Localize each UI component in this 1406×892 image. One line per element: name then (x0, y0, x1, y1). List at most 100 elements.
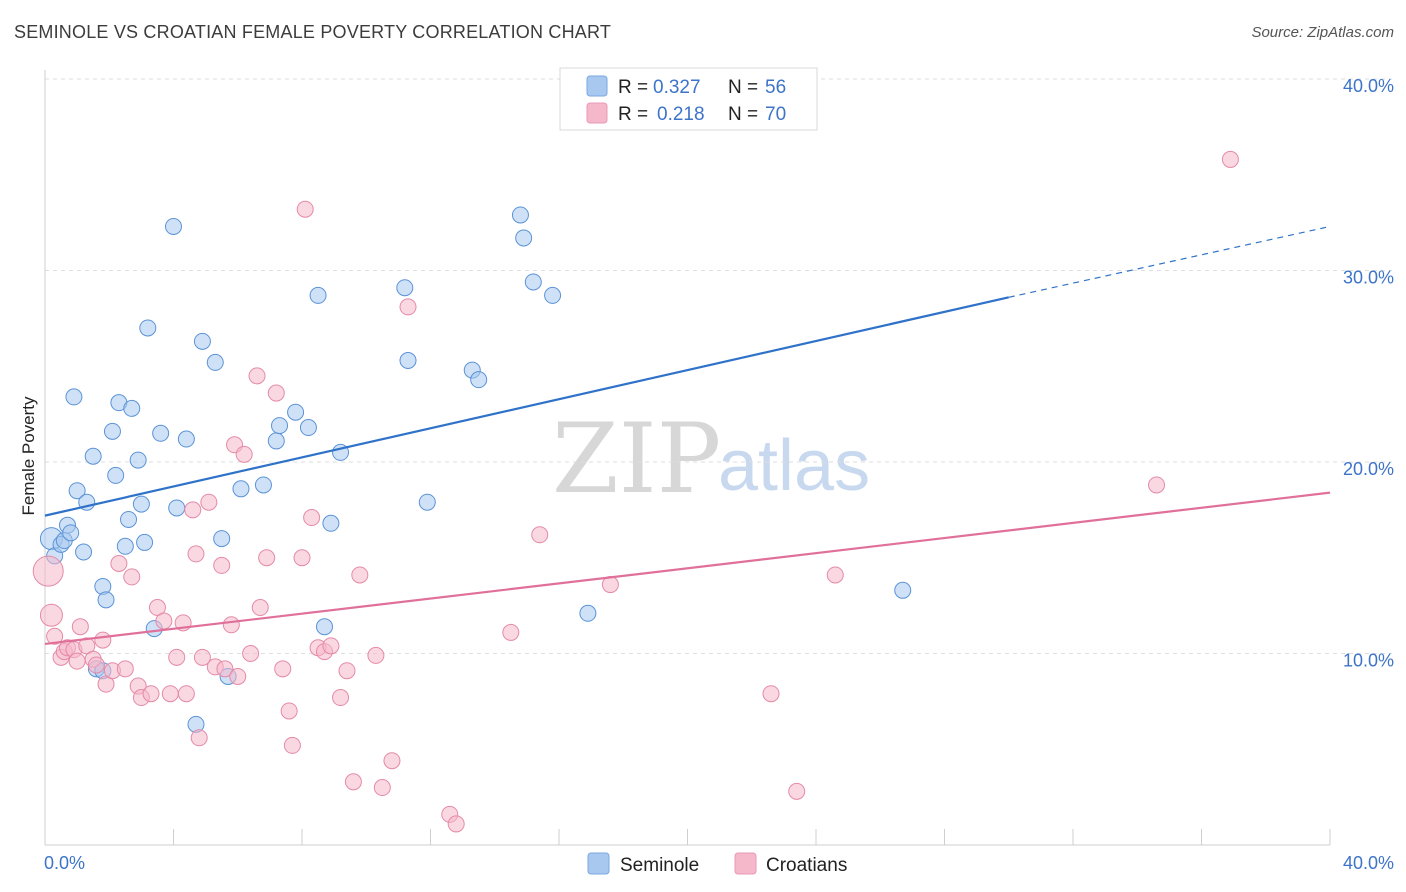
data-point (168, 648, 186, 666)
data-point (32, 555, 64, 587)
data-point (399, 352, 417, 370)
data-point (222, 616, 240, 634)
bottom-legend-swatch-croatians (734, 852, 757, 875)
data-point (187, 545, 205, 563)
data-point (515, 229, 533, 247)
y-tick-label: 40.0% (1343, 76, 1394, 96)
bottom-legend-swatch-seminole (587, 852, 610, 875)
data-point (287, 403, 305, 421)
data-point (206, 353, 224, 371)
bottom-legend-label-croatians: Croatians (766, 855, 847, 876)
data-point (213, 530, 231, 548)
data-point (293, 549, 311, 567)
data-point (544, 286, 562, 304)
data-points (32, 150, 1239, 833)
data-point (190, 729, 208, 747)
data-point (283, 736, 301, 754)
data-point (193, 332, 211, 350)
data-point (116, 660, 134, 678)
data-point (177, 685, 195, 703)
data-point (251, 599, 269, 617)
data-point (579, 604, 597, 622)
data-point (267, 432, 285, 450)
data-point (123, 399, 141, 417)
watermark-atlas: atlas (718, 426, 870, 506)
data-point (84, 447, 102, 465)
data-point (254, 476, 272, 494)
data-point (396, 279, 414, 297)
data-point (894, 581, 912, 599)
data-point (531, 526, 549, 544)
y-axis-title: Female Poverty (19, 396, 38, 516)
data-point (120, 510, 138, 528)
data-point (177, 430, 195, 448)
data-point (299, 419, 317, 437)
data-point (524, 273, 542, 291)
data-point (136, 533, 154, 551)
watermark-zip: ZIP (552, 403, 721, 515)
data-point (213, 556, 231, 574)
data-point (271, 417, 289, 435)
data-point (762, 685, 780, 703)
y-tick-label: 20.0% (1343, 459, 1394, 479)
data-point (258, 549, 276, 567)
bottom-legend-label-seminole: Seminole (620, 855, 699, 876)
legend-n-value-seminole: 56 (765, 77, 786, 98)
data-point (165, 217, 182, 235)
data-point (351, 566, 369, 584)
data-point (39, 603, 63, 627)
data-point (110, 554, 128, 572)
data-point (332, 689, 350, 707)
legend-swatch-seminole (586, 75, 608, 97)
data-point (280, 702, 298, 720)
data-point (75, 543, 93, 561)
x-tick-label-max: 40.0% (1343, 853, 1394, 873)
data-point (46, 627, 64, 645)
data-point (418, 493, 436, 511)
data-point (107, 466, 125, 484)
data-point (322, 514, 340, 532)
legend-swatch-croatians (586, 102, 608, 124)
data-point (216, 660, 234, 678)
legend-r-label-croatians: R = (618, 104, 648, 125)
legend-r-value-seminole: 0.327 (653, 77, 701, 98)
data-point (1148, 476, 1166, 494)
data-point (132, 495, 150, 513)
data-point (511, 206, 529, 224)
data-point (65, 388, 83, 406)
data-point (303, 509, 321, 527)
series-croatians (32, 150, 1239, 833)
legend-n-label-seminole: N = (728, 77, 758, 98)
data-point (322, 637, 340, 655)
data-point (62, 524, 80, 542)
chart-title: SEMINOLE VS CROATIAN FEMALE POVERTY CORR… (14, 22, 612, 42)
data-point (123, 568, 141, 586)
data-point (383, 752, 401, 770)
y-tick-labels: 10.0% 20.0% 30.0% 40.0% (1343, 76, 1394, 671)
top-legend: R = 0.327 N = 56 R = 0.218 N = 70 (559, 67, 818, 131)
data-point (94, 631, 112, 649)
y-tick-label: 30.0% (1343, 268, 1394, 288)
data-point (200, 493, 218, 511)
legend-n-value-croatians: 70 (765, 104, 786, 125)
data-point (248, 367, 266, 385)
data-point (367, 646, 385, 664)
data-point (87, 656, 105, 674)
data-point (155, 612, 173, 630)
trend-lines (44, 225, 1331, 646)
data-point (229, 667, 247, 685)
data-point (168, 499, 186, 517)
data-point (235, 445, 253, 463)
data-point (373, 779, 391, 797)
data-point (242, 645, 260, 662)
data-point (68, 482, 86, 500)
data-point (116, 537, 134, 555)
data-point (97, 591, 115, 609)
data-point (68, 652, 86, 670)
trend-line-croatians (44, 491, 1331, 646)
legend-n-label-croatians: N = (728, 104, 758, 125)
data-point (344, 773, 362, 791)
data-point (447, 815, 465, 833)
data-point (296, 200, 314, 218)
